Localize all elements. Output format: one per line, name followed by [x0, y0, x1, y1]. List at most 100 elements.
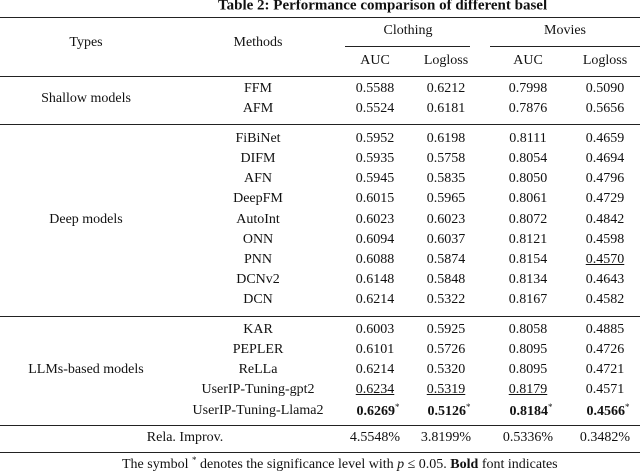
method-name: DeepFM [233, 191, 283, 207]
rule [0, 76, 640, 77]
metric-value: 0.4570 [585, 251, 625, 267]
metric-value: 0.8095 [508, 362, 548, 378]
footnote: The symbol * denotes the significance le… [122, 456, 558, 472]
value-text: 0.4570 [585, 251, 625, 267]
metric-value: 0.6088 [355, 251, 395, 267]
metric-value: 0.8179 [509, 383, 548, 397]
metric-value: 0.6214 [355, 292, 395, 308]
header-dataset: Clothing [383, 23, 433, 38]
metric-value: 0.6037 [426, 231, 466, 247]
metric-value: 0.5322 [426, 292, 466, 308]
metric-value: 0.6214 [355, 362, 395, 378]
header-metric: AUC [360, 53, 390, 68]
metric-value: 0.8154 [508, 251, 548, 267]
metric-value: 0.5090 [585, 81, 625, 96]
header-types: Types [69, 35, 103, 50]
method-name: DIFM [240, 151, 276, 167]
metric-value: 0.5726 [426, 342, 466, 358]
metric-value: 0.5319 [427, 383, 466, 397]
header-metric: Logloss [582, 53, 628, 68]
method-name: PEPLER [232, 342, 284, 358]
method-name: AFN [243, 171, 273, 187]
metric-value: 0.4566* [586, 401, 630, 419]
metric-value: 0.8184* [509, 401, 553, 419]
metric-value: 0.5758 [426, 151, 466, 167]
footnote-part: denotes the significance level with [196, 457, 398, 472]
footnote-part: ≤ 0.05. [404, 457, 451, 472]
metric-value: 0.6015 [355, 191, 395, 207]
metric-value: 0.5320 [426, 362, 466, 378]
value-text: 0.4566 [586, 403, 626, 419]
footnote-part: Bold [450, 457, 479, 472]
method-name: DCN [243, 292, 273, 308]
metric-value: 0.8061 [508, 191, 548, 207]
header-metric: Logloss [423, 53, 469, 68]
group-type: Shallow models [41, 91, 131, 107]
improvement-value: 4.5548% [349, 430, 401, 445]
footnote-part: font indicates [478, 457, 558, 472]
method-name: UserIP-Tuning-Llama2 [192, 402, 324, 418]
method-name: ONN [242, 231, 274, 247]
improvement-value: 0.3482% [579, 430, 631, 445]
significance-mark: * [625, 401, 630, 412]
metric-value: 0.4598 [585, 231, 625, 247]
header-methods: Methods [233, 35, 283, 50]
method-name: AutoInt [236, 211, 280, 227]
metric-value: 0.4643 [585, 272, 625, 288]
metric-value: 0.7876 [508, 101, 548, 117]
footnote-part: * [192, 455, 197, 465]
value-text: 0.5319 [426, 382, 466, 398]
metric-value: 0.4726 [585, 342, 625, 358]
improvement-value: 0.5336% [502, 430, 554, 445]
metric-value: 0.6094 [355, 231, 395, 247]
metric-value: 0.8167 [508, 292, 548, 308]
rule [0, 425, 640, 426]
metric-value: 0.6212 [426, 81, 466, 96]
metric-value: 0.8050 [508, 171, 548, 187]
value-text: 0.6234 [355, 382, 395, 398]
footnote-part: The symbol [122, 457, 192, 472]
rule [345, 46, 470, 47]
method-name: AFM [242, 101, 274, 117]
header-metric: AUC [513, 53, 543, 68]
method-name: FiBiNet [235, 131, 281, 146]
metric-value: 0.4885 [585, 322, 625, 337]
method-name: KAR [243, 322, 273, 337]
metric-value: 0.4729 [585, 191, 625, 207]
metric-value: 0.5965 [426, 191, 466, 207]
metric-value: 0.8111 [509, 131, 547, 146]
metric-value: 0.6181 [426, 101, 466, 117]
metric-value: 0.6198 [426, 131, 466, 146]
metric-value: 0.6148 [355, 272, 395, 288]
metric-value: 0.5848 [426, 272, 466, 288]
metric-value: 0.5925 [426, 322, 466, 337]
table-caption: Table 2: Performance comparison of diffe… [218, 0, 548, 14]
improvement-value: 3.8199% [420, 430, 472, 445]
metric-value: 0.7998 [508, 81, 548, 96]
value-text: 0.8179 [508, 382, 548, 398]
group-type: LLMs-based models [28, 362, 144, 378]
metric-value: 0.8134 [508, 272, 548, 288]
value-text: 0.8184 [509, 403, 549, 419]
metric-value: 0.8058 [508, 322, 548, 337]
metric-value: 0.5945 [355, 171, 395, 187]
metric-value: 0.8054 [508, 151, 548, 167]
group-type: Deep models [49, 211, 123, 227]
metric-value: 0.4659 [585, 131, 625, 146]
metric-value: 0.6023 [426, 211, 466, 227]
metric-value: 0.5935 [355, 151, 395, 167]
header-dataset: Movies [544, 23, 586, 38]
metric-value: 0.6234 [356, 383, 395, 397]
metric-value: 0.4796 [585, 171, 625, 187]
metric-value: 0.5588 [355, 81, 395, 96]
metric-value: 0.6023 [355, 211, 395, 227]
value-text: 0.6269 [356, 403, 396, 419]
rule [490, 46, 640, 47]
improvement-label: Rela. Improv. [146, 430, 224, 445]
metric-value: 0.4571 [585, 382, 625, 398]
significance-mark: * [548, 401, 553, 412]
method-name: PNN [243, 251, 273, 267]
metric-value: 0.5952 [355, 131, 395, 146]
significance-mark: * [466, 401, 471, 412]
